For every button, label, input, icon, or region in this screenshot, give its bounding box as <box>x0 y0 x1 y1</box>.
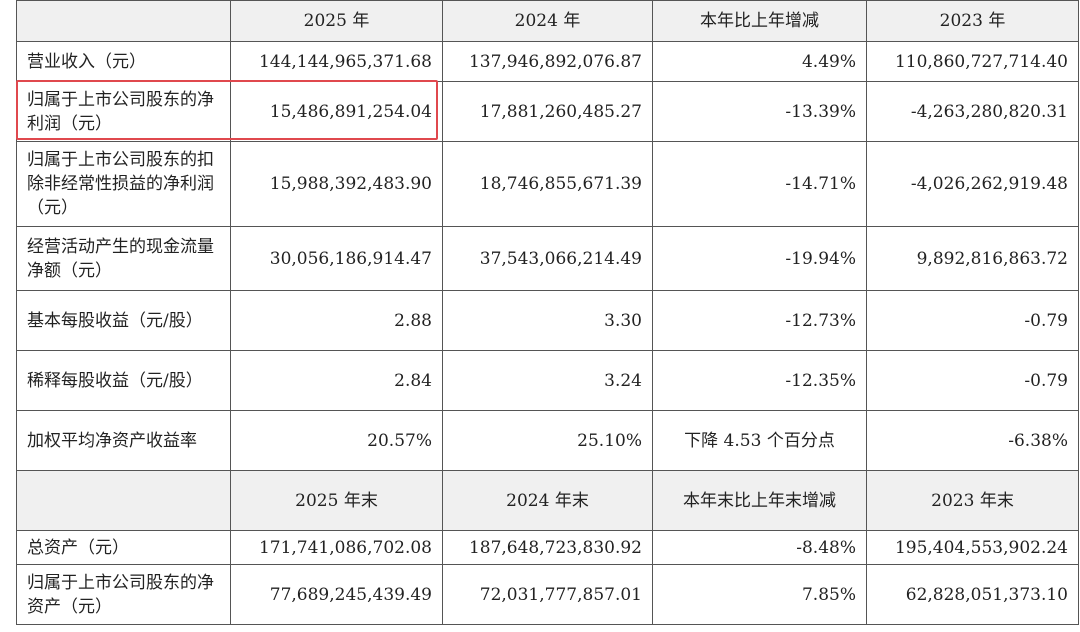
row-label: 归属于上市公司股东的净资产（元） <box>16 564 231 625</box>
value-2025: 144,144,965,371.68 <box>230 41 443 82</box>
value-change: -13.39% <box>652 81 867 142</box>
header-2025: 2025 年 <box>230 0 443 42</box>
value-2024: 37,543,066,214.49 <box>442 226 653 291</box>
header-2023: 2023 年 <box>866 0 1079 42</box>
value-change: -19.94% <box>652 226 867 291</box>
row-label: 经营活动产生的现金流量净额（元） <box>16 226 231 291</box>
value-2024: 3.24 <box>442 350 653 411</box>
value-2025: 15,486,891,254.04 <box>230 81 443 142</box>
value-2023: -0.79 <box>866 290 1079 351</box>
header-2025-end: 2025 年末 <box>230 470 443 531</box>
value-2024: 3.30 <box>442 290 653 351</box>
value-2025: 15,988,392,483.90 <box>230 141 443 227</box>
value-change: 7.85% <box>652 564 867 625</box>
value-2023: 195,404,553,902.24 <box>866 530 1079 565</box>
table-row: 总资产（元） 171,741,086,702.08 187,648,723,83… <box>16 530 1079 565</box>
value-2023: -0.79 <box>866 350 1079 411</box>
header-cell-empty <box>16 470 231 531</box>
value-2025: 2.88 <box>230 290 443 351</box>
value-2025: 20.57% <box>230 410 443 471</box>
row-label: 总资产（元） <box>16 530 231 565</box>
value-2024: 187,648,723,830.92 <box>442 530 653 565</box>
value-2025: 2.84 <box>230 350 443 411</box>
row-label: 归属于上市公司股东的扣除非经常性损益的净利润（元） <box>16 141 231 227</box>
value-change: -12.35% <box>652 350 867 411</box>
header-row: 2025 年 2024 年 本年比上年增减 2023 年 <box>16 0 1079 42</box>
value-2023: -4,263,280,820.31 <box>866 81 1079 142</box>
table-row: 经营活动产生的现金流量净额（元） 30,056,186,914.47 37,54… <box>16 226 1079 291</box>
row-label: 归属于上市公司股东的净利润（元） <box>16 81 231 142</box>
value-2025: 77,689,245,439.49 <box>230 564 443 625</box>
value-2023: 62,828,051,373.10 <box>866 564 1079 625</box>
table-row: 营业收入（元） 144,144,965,371.68 137,946,892,0… <box>16 41 1079 82</box>
value-2024: 25.10% <box>442 410 653 471</box>
header-2024: 2024 年 <box>442 0 653 42</box>
value-2023: 110,860,727,714.40 <box>866 41 1079 82</box>
header-row-year-end: 2025 年末 2024 年末 本年末比上年末增减 2023 年末 <box>16 470 1079 531</box>
table-row: 加权平均净资产收益率 20.57% 25.10% 下降 4.53 个百分点 -6… <box>16 410 1079 471</box>
value-change: -14.71% <box>652 141 867 227</box>
value-change: -12.73% <box>652 290 867 351</box>
header-change-end: 本年末比上年末增减 <box>652 470 867 531</box>
value-change: 下降 4.53 个百分点 <box>652 410 867 471</box>
table-row: 归属于上市公司股东的净资产（元） 77,689,245,439.49 72,03… <box>16 564 1079 625</box>
row-label: 营业收入（元） <box>16 41 231 82</box>
value-2023: 9,892,816,863.72 <box>866 226 1079 291</box>
row-label: 基本每股收益（元/股） <box>16 290 231 351</box>
header-2023-end: 2023 年末 <box>866 470 1079 531</box>
value-2024: 18,746,855,671.39 <box>442 141 653 227</box>
value-2024: 17,881,260,485.27 <box>442 81 653 142</box>
value-change: -8.48% <box>652 530 867 565</box>
table-row: 基本每股收益（元/股） 2.88 3.30 -12.73% -0.79 <box>16 290 1079 351</box>
row-label: 稀释每股收益（元/股） <box>16 350 231 411</box>
value-2024: 137,946,892,076.87 <box>442 41 653 82</box>
table-row-highlighted: 归属于上市公司股东的净利润（元） 15,486,891,254.04 17,88… <box>16 81 1079 142</box>
header-2024-end: 2024 年末 <box>442 470 653 531</box>
header-cell-empty <box>16 0 231 42</box>
value-2024: 72,031,777,857.01 <box>442 564 653 625</box>
value-2023: -4,026,262,919.48 <box>866 141 1079 227</box>
financial-table: 2025 年 2024 年 本年比上年增减 2023 年 营业收入（元） 144… <box>16 0 1079 625</box>
value-2025: 171,741,086,702.08 <box>230 530 443 565</box>
value-change: 4.49% <box>652 41 867 82</box>
header-change: 本年比上年增减 <box>652 0 867 42</box>
table-row: 稀释每股收益（元/股） 2.84 3.24 -12.35% -0.79 <box>16 350 1079 411</box>
value-2025: 30,056,186,914.47 <box>230 226 443 291</box>
row-label: 加权平均净资产收益率 <box>16 410 231 471</box>
table-row: 归属于上市公司股东的扣除非经常性损益的净利润（元） 15,988,392,483… <box>16 141 1079 227</box>
value-2023: -6.38% <box>866 410 1079 471</box>
